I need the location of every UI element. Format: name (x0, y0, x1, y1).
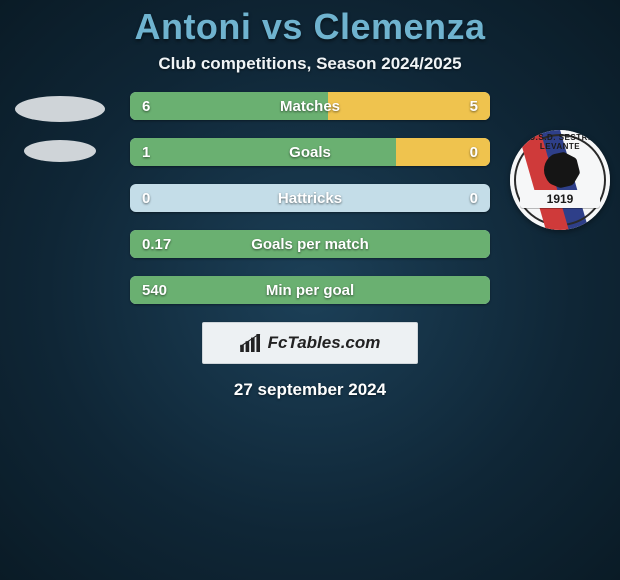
stat-value-right: 5 (470, 92, 478, 120)
stat-row-min-per-goal: 540 Min per goal (130, 276, 490, 304)
page-title: Antoni vs Clemenza (0, 0, 620, 48)
comparison-card: Antoni vs Clemenza Club competitions, Se… (0, 0, 620, 580)
stat-label: Goals per match (130, 230, 490, 258)
stat-value-right: 0 (470, 138, 478, 166)
avatar-placeholder-shape (15, 96, 105, 122)
stat-label: Matches (130, 92, 490, 120)
avatar-club-right: U.S.D. SESTRI LEVANTE 1919 (510, 130, 610, 230)
badge-year: 1919 (520, 190, 600, 208)
date-line: 27 september 2024 (0, 380, 620, 400)
avatar-placeholder-shape (24, 140, 96, 162)
stat-row-goals-per-match: 0.17 Goals per match (130, 230, 490, 258)
stat-label: Hattricks (130, 184, 490, 212)
stats-area: U.S.D. SESTRI LEVANTE 1919 6 Matches 5 1… (0, 92, 620, 400)
bars-icon (240, 334, 262, 352)
club-badge: U.S.D. SESTRI LEVANTE 1919 (510, 130, 610, 230)
stat-row-matches: 6 Matches 5 (130, 92, 490, 120)
brand-text: FcTables.com (268, 333, 381, 353)
subtitle: Club competitions, Season 2024/2025 (0, 54, 620, 74)
stat-label: Min per goal (130, 276, 490, 304)
avatar-player-left (10, 78, 110, 178)
stat-value-right: 0 (470, 184, 478, 212)
stat-label: Goals (130, 138, 490, 166)
brand-attribution[interactable]: FcTables.com (202, 322, 418, 364)
stat-row-goals: 1 Goals 0 (130, 138, 490, 166)
stat-row-hattricks: 0 Hattricks 0 (130, 184, 490, 212)
stat-bars: 6 Matches 5 1 Goals 0 0 Hattricks 0 (130, 92, 490, 304)
badge-club-name: U.S.D. SESTRI LEVANTE (510, 133, 610, 151)
